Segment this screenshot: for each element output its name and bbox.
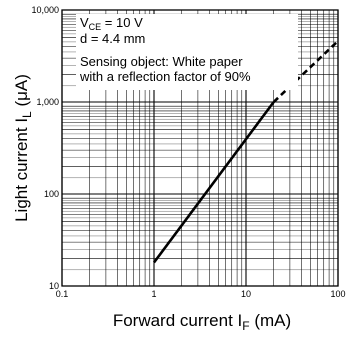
annotation-background	[76, 14, 298, 90]
x-tick-label: 0.1	[56, 289, 69, 299]
annotation-line: with a reflection factor of 90%	[79, 69, 251, 84]
y-tick-label: 10	[49, 281, 59, 291]
x-axis-label-sub: F	[242, 319, 249, 333]
tick-labels: 0.1 1 10 100 10 100 1,000 10,000	[31, 5, 345, 299]
x-tick-label: 100	[330, 289, 345, 299]
y-axis-label: Light current IL (μA)	[12, 74, 34, 222]
y-axis-label-unit: (μA)	[12, 74, 31, 111]
series-line-solid	[152, 101, 275, 264]
annotation-line: d = 4.4 mm	[80, 31, 145, 46]
y-tick-label: 10,000	[31, 5, 59, 15]
x-tick-label: 1	[151, 289, 156, 299]
annotation-main: d = 4.4 mm	[80, 31, 145, 46]
plot-frame	[61, 9, 339, 287]
annotation-rest: = 10 V	[101, 15, 143, 30]
annotation-line: VCE = 10 V	[80, 15, 143, 32]
x-axis-label-main: Forward current I	[113, 311, 242, 330]
annotation-sub: CE	[89, 22, 102, 32]
annotation-main: V	[80, 15, 89, 30]
y-tick-label: 100	[44, 189, 59, 199]
series-line-dashed	[272, 40, 339, 103]
x-axis-label: Forward current IF (mA)	[113, 311, 291, 333]
annotations: VCE = 10 Vd = 4.4 mm Sensing object: Whit…	[79, 15, 251, 84]
y-axis-label-sub: L	[20, 111, 34, 118]
x-axis-label-unit: (mA)	[250, 311, 292, 330]
y-axis-label-main: Light current I	[12, 118, 31, 222]
annotation-main: with a reflection factor of 90%	[79, 69, 251, 84]
annotation-line: Sensing object: White paper	[80, 54, 243, 69]
series-marks	[152, 40, 339, 264]
annotation-main: Sensing object: White paper	[80, 54, 243, 69]
y-tick-label: 1,000	[36, 97, 59, 107]
x-tick-label: 10	[241, 289, 251, 299]
